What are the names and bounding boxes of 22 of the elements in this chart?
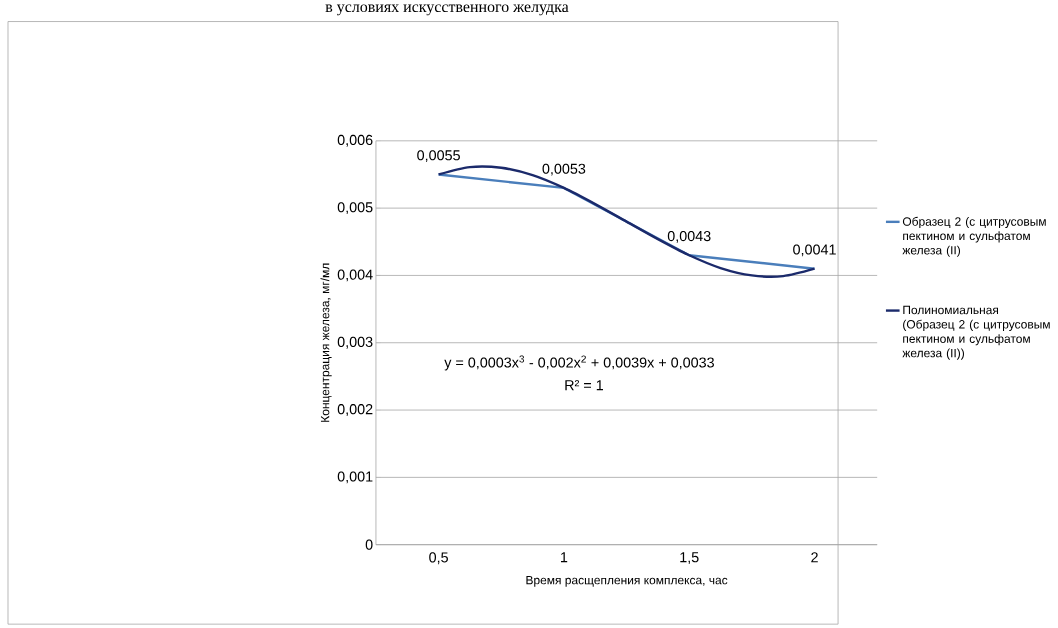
y-tick-label: 0,006 [337, 134, 373, 147]
y-tick-label: 0,001 [337, 471, 373, 484]
y-axis-title: Концентрация железа, мг/мл [320, 263, 332, 422]
x-axis-title: Время расщепления комплекса, час [526, 575, 728, 587]
legend-label: Образец 2 (с цитрусовым пектином и сульфатом железа (II) [902, 216, 1046, 257]
chart-title: в условиях искусственного желудка [325, 4, 569, 16]
y-tick-label: 0,002 [337, 404, 373, 416]
data-label: 0,0055 [417, 150, 460, 163]
x-tick-label: 0,5 [429, 552, 448, 565]
annotation: R² = 1 [565, 380, 603, 391]
annotation: y = 0,0003x$^{3}$ - 0,002x$^{2}$ + 0,0039x + 0,0033 [444, 355, 714, 371]
data-label: 0,0041 [793, 244, 836, 257]
y-tick-label: 0,003 [337, 336, 373, 349]
y-tick-label: 0,005 [337, 202, 373, 214]
y-tick-label: 0 [365, 539, 373, 550]
data-label: 0,0043 [667, 230, 711, 243]
data-label: 0,0053 [542, 163, 586, 176]
x-tick-label: 1,5 [680, 552, 699, 564]
legend-label: Полиномиальная (Образец 2 (с цитрусовым пектином и сульфатом железа (II)) [902, 305, 1050, 360]
x-tick-label: 2 [811, 552, 818, 563]
y-tick-label: 0,004 [337, 269, 373, 282]
x-tick-label: 1 [561, 552, 568, 563]
